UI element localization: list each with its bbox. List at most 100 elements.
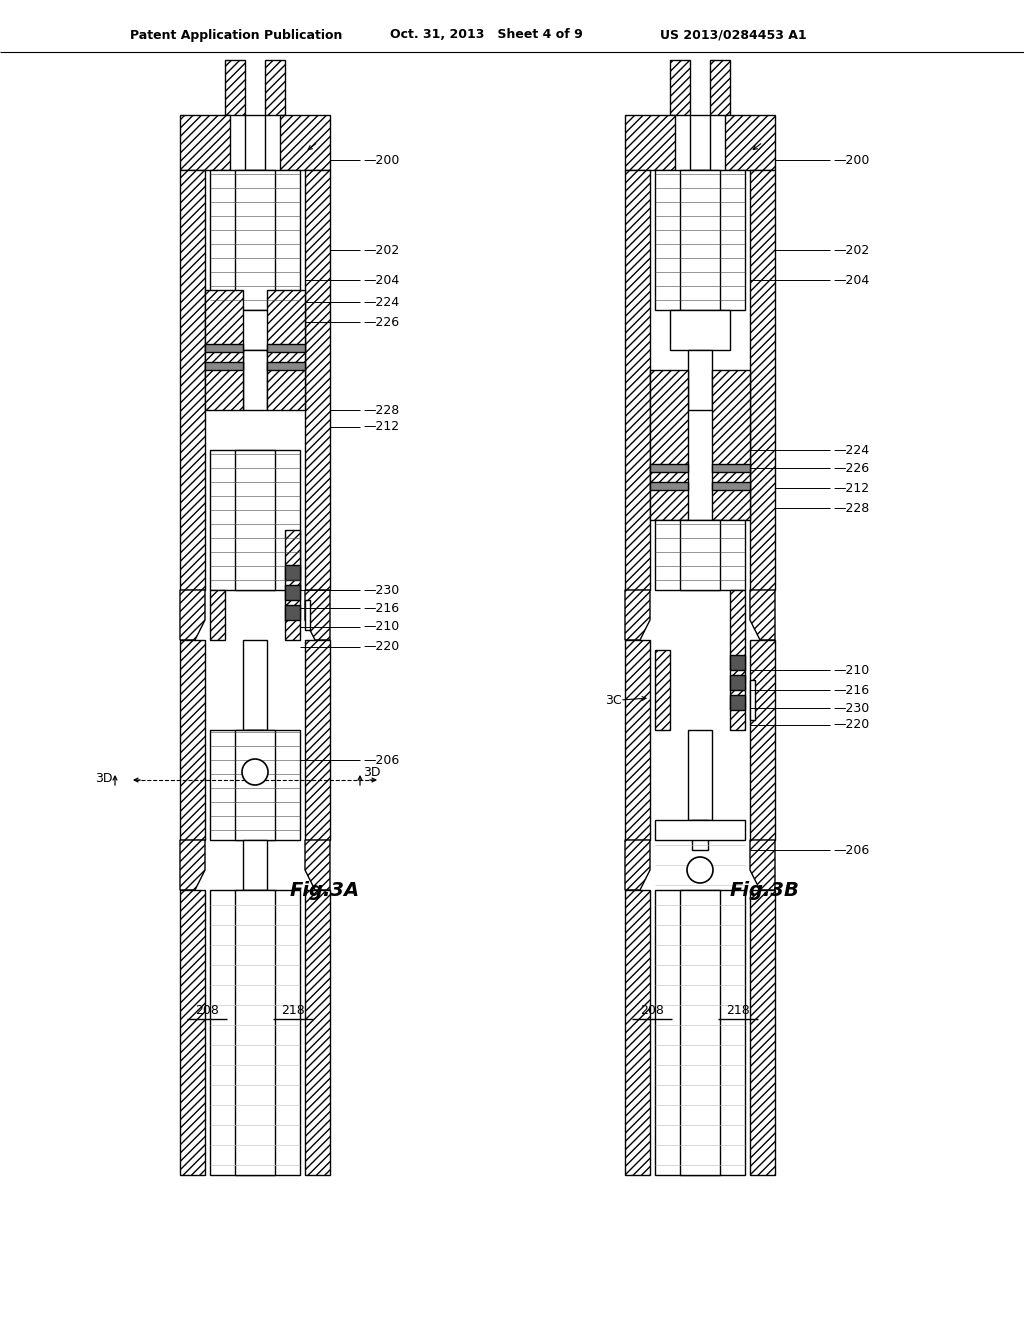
Bar xyxy=(655,520,745,590)
Bar xyxy=(712,482,750,490)
Text: —212: —212 xyxy=(362,421,399,433)
Text: Fig.3A: Fig.3A xyxy=(290,880,360,899)
Text: 218: 218 xyxy=(282,1003,305,1016)
Bar xyxy=(285,565,300,579)
Text: 208: 208 xyxy=(640,1003,664,1016)
Text: —204: —204 xyxy=(362,273,399,286)
Bar xyxy=(210,170,300,310)
Bar xyxy=(210,590,225,640)
Bar xyxy=(730,696,745,710)
Text: US 2013/0284453 A1: US 2013/0284453 A1 xyxy=(660,29,807,41)
Polygon shape xyxy=(625,840,650,890)
Bar xyxy=(243,350,267,411)
Bar xyxy=(267,290,305,411)
Text: —220: —220 xyxy=(362,640,399,653)
Bar xyxy=(205,290,243,411)
Text: —210: —210 xyxy=(362,620,399,634)
Bar xyxy=(650,465,688,473)
Bar xyxy=(210,890,300,1175)
Bar xyxy=(730,675,745,690)
Text: —210: —210 xyxy=(833,664,869,676)
Text: —206: —206 xyxy=(833,843,869,857)
Bar xyxy=(712,465,750,473)
Text: —224: —224 xyxy=(833,444,869,457)
Bar xyxy=(205,362,243,370)
Bar xyxy=(680,520,720,590)
Circle shape xyxy=(687,857,713,883)
Bar xyxy=(750,640,775,840)
Bar xyxy=(710,59,730,115)
Text: —200: —200 xyxy=(833,153,869,166)
Text: —212: —212 xyxy=(833,482,869,495)
Bar xyxy=(730,590,745,730)
Bar xyxy=(688,350,712,411)
Bar xyxy=(225,59,245,115)
Text: 208: 208 xyxy=(195,1003,219,1016)
Text: —216: —216 xyxy=(362,602,399,615)
Text: —228: —228 xyxy=(833,502,869,515)
Bar xyxy=(285,585,300,601)
Text: —226: —226 xyxy=(833,462,869,474)
Text: 218: 218 xyxy=(726,1003,750,1016)
Bar xyxy=(670,310,730,350)
Text: 3D: 3D xyxy=(95,771,113,784)
Bar xyxy=(670,59,690,115)
Bar xyxy=(210,450,300,590)
Bar xyxy=(655,890,745,1175)
Bar xyxy=(180,115,230,170)
Text: —202: —202 xyxy=(833,243,869,256)
Polygon shape xyxy=(750,590,775,640)
Polygon shape xyxy=(180,590,205,640)
Bar xyxy=(243,640,267,730)
Bar xyxy=(655,170,745,310)
Bar xyxy=(725,115,775,170)
Bar xyxy=(234,450,275,590)
Bar xyxy=(690,115,710,170)
Bar xyxy=(305,601,310,630)
Text: Fig.3B: Fig.3B xyxy=(730,880,800,899)
Bar xyxy=(625,890,650,1175)
Bar xyxy=(750,170,775,590)
Text: —220: —220 xyxy=(833,718,869,731)
Text: —228: —228 xyxy=(362,404,399,417)
Circle shape xyxy=(242,759,268,785)
Polygon shape xyxy=(750,840,775,890)
Bar xyxy=(205,345,243,352)
Text: —226: —226 xyxy=(362,315,399,329)
Bar xyxy=(225,310,285,350)
Bar xyxy=(688,730,712,820)
Bar xyxy=(243,840,267,890)
Text: —216: —216 xyxy=(833,684,869,697)
Bar xyxy=(692,820,708,850)
Bar xyxy=(625,640,650,840)
Text: Patent Application Publication: Patent Application Publication xyxy=(130,29,342,41)
Bar xyxy=(305,170,330,590)
Polygon shape xyxy=(180,840,205,890)
Bar xyxy=(655,820,745,840)
Bar xyxy=(680,890,720,1175)
Bar xyxy=(180,890,205,1175)
Bar xyxy=(210,730,300,840)
Text: —224: —224 xyxy=(362,296,399,309)
Bar xyxy=(280,115,330,170)
Text: 3D: 3D xyxy=(362,766,381,779)
Bar xyxy=(234,730,275,840)
Bar xyxy=(650,370,688,520)
Text: Oct. 31, 2013   Sheet 4 of 9: Oct. 31, 2013 Sheet 4 of 9 xyxy=(390,29,583,41)
Bar xyxy=(180,640,205,840)
Text: —204: —204 xyxy=(833,273,869,286)
Bar xyxy=(267,362,305,370)
Bar xyxy=(267,345,305,352)
Bar xyxy=(180,170,205,590)
Text: —200: —200 xyxy=(362,153,399,166)
Text: —230: —230 xyxy=(833,701,869,714)
Bar xyxy=(247,730,263,755)
Text: —230: —230 xyxy=(362,583,399,597)
Polygon shape xyxy=(305,840,330,890)
Bar xyxy=(265,59,285,115)
Bar xyxy=(730,655,745,671)
Polygon shape xyxy=(305,590,330,640)
Bar xyxy=(750,680,755,719)
Bar xyxy=(750,890,775,1175)
Bar xyxy=(625,170,650,590)
